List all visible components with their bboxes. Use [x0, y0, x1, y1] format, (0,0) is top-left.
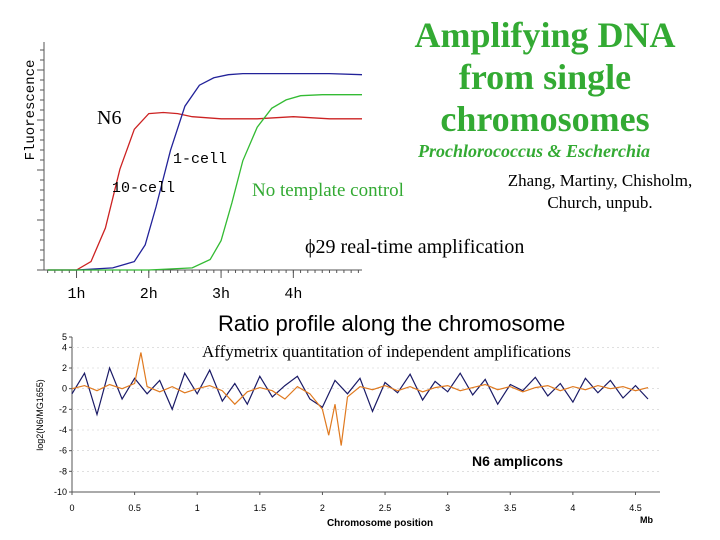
- credit-line-1: Zhang, Martiny, Chisholm,: [507, 171, 693, 190]
- slide-title-line-2: from single: [458, 57, 632, 97]
- y-tick-label: -8: [59, 466, 67, 476]
- x-tick-label: 0.5: [128, 503, 141, 513]
- slide-title-line-1: Amplifying DNA: [414, 15, 676, 55]
- x-tick-label: 2: [320, 503, 325, 513]
- x-tick-label: 4.5: [629, 503, 642, 513]
- y-tick-label: 2: [62, 363, 67, 373]
- top-chart-ylabel: Fluorescence: [23, 60, 39, 161]
- top-chart-y-ticks: [37, 49, 44, 271]
- x-tick-label: 3h: [212, 286, 230, 300]
- series-line: [47, 94, 362, 271]
- slide-title: Amplifying DNA from single chromosomes: [405, 14, 685, 140]
- y-tick-label: -6: [59, 446, 67, 456]
- x-tick-label: 3.5: [504, 503, 517, 513]
- y-tick-label: -4: [59, 425, 67, 435]
- x-tick-label: 2h: [140, 286, 158, 300]
- top-chart-x-ticks: 1h 2h 3h 4h: [68, 270, 302, 300]
- bottom-chart-y-ticks: 54 2 0 -2 -4 -6 -8 -10: [54, 332, 72, 497]
- ratio-profile-title: Ratio profile along the chromosome: [218, 311, 566, 336]
- annotation-no-template-control: No template control: [252, 180, 404, 201]
- annotation-10-cell: 10-cell: [112, 180, 175, 197]
- series-line: [47, 111, 362, 271]
- credit-line-2: Church, unpub.: [547, 193, 653, 212]
- y-tick-label: 4: [62, 342, 67, 352]
- bottom-chart-ylabel: log2(N6/MG1655): [35, 379, 45, 451]
- bottom-chart-series: [71, 352, 649, 446]
- slide-title-line-3: chromosomes: [440, 99, 650, 139]
- x-tick-label: 4: [570, 503, 575, 513]
- bottom-chart-xlabel: Chromosome position: [327, 518, 433, 529]
- slide-subtitle: Prochlorococcus & Escherchia: [418, 141, 650, 161]
- y-tick-label: 0: [62, 384, 67, 394]
- series-line: [71, 366, 649, 417]
- bottom-chart-x-unit: Mb: [640, 515, 653, 525]
- bottom-chart-x-ticks: 0 0.5 1 1.5 2 2.5 3 3.5 4 4.5: [69, 492, 642, 513]
- x-tick-label: 1h: [68, 286, 86, 300]
- bottom-chart-title: N6 amplicons: [472, 453, 563, 469]
- amplification-chart: Fluorescence 1h 2h 3h 4h N6 1-cell 10-cell …: [23, 42, 404, 300]
- bottom-chart-grid: [72, 347, 660, 472]
- annotation-1-cell: 1-cell: [173, 151, 227, 168]
- series-line: [71, 352, 649, 446]
- y-tick-label: -2: [59, 404, 67, 414]
- x-tick-label: 4h: [284, 286, 302, 300]
- x-tick-label: 2.5: [379, 503, 392, 513]
- x-tick-label: 0: [69, 503, 74, 513]
- amplification-caption: ϕ29 real-time amplification: [305, 236, 525, 258]
- x-tick-label: 3: [445, 503, 450, 513]
- x-tick-label: 1.5: [254, 503, 267, 513]
- series-line: [47, 72, 363, 271]
- credit-text: Zhang, Martiny, Chisholm, Church, unpub.: [480, 170, 720, 214]
- affymetrix-caption: Affymetrix quantitation of independent a…: [202, 342, 571, 361]
- top-chart-series: [47, 72, 363, 271]
- annotation-n6: N6: [97, 107, 121, 129]
- y-tick-label: -10: [54, 487, 67, 497]
- y-tick-label: 5: [62, 332, 67, 342]
- x-tick-label: 1: [195, 503, 200, 513]
